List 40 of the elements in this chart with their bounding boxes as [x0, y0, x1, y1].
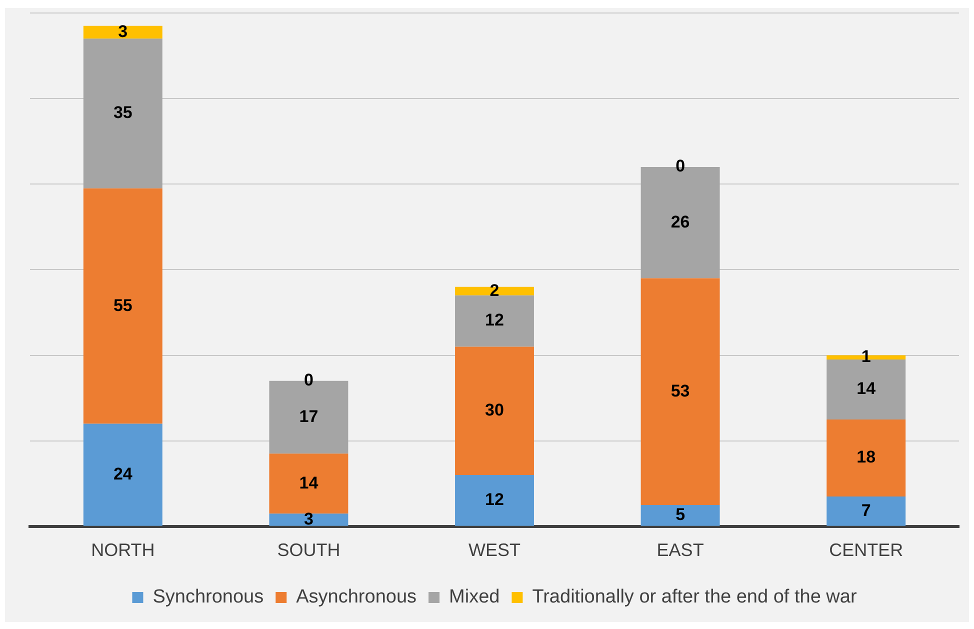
data-label: 26 — [670, 212, 690, 232]
bar — [826, 496, 906, 526]
x-tick-label: WEST — [468, 540, 520, 560]
bar — [455, 475, 534, 526]
x-tick-label: NORTH — [91, 540, 155, 560]
data-label: 3 — [118, 22, 128, 41]
bar — [83, 424, 162, 526]
data-label: 17 — [299, 406, 318, 426]
data-label: 24 — [113, 464, 133, 484]
bar — [269, 454, 348, 514]
x-tick-label: EAST — [656, 540, 704, 560]
data-label: 12 — [485, 310, 504, 330]
data-label: 12 — [485, 490, 504, 510]
x-tick-label: SOUTH — [277, 540, 340, 560]
data-label: 35 — [113, 103, 132, 122]
legend-label: Synchronous — [152, 586, 264, 608]
data-label: 3 — [304, 509, 314, 528]
bar — [826, 419, 906, 496]
data-label: 14 — [856, 379, 876, 398]
bar — [455, 295, 534, 347]
bar — [83, 26, 162, 39]
x-tick-label: CENTER — [829, 540, 904, 560]
bar — [83, 188, 162, 424]
bar — [640, 278, 720, 506]
legend-label: Mixed — [449, 586, 500, 608]
data-label: 18 — [856, 448, 876, 467]
data-label: 0 — [304, 370, 314, 390]
data-label: 30 — [485, 400, 504, 420]
legend-label: Asynchronous — [296, 586, 417, 608]
data-label: 0 — [676, 156, 686, 176]
bar — [455, 346, 534, 476]
bar — [83, 38, 162, 188]
data-label: 7 — [861, 500, 871, 520]
data-label: 53 — [670, 381, 690, 400]
bar — [640, 505, 720, 526]
bar — [269, 514, 348, 526]
legend-label: Traditionally or after the end of the war — [532, 586, 858, 608]
data-label: 5 — [676, 505, 686, 524]
data-label: 55 — [113, 296, 132, 315]
data-label: 14 — [299, 473, 319, 492]
